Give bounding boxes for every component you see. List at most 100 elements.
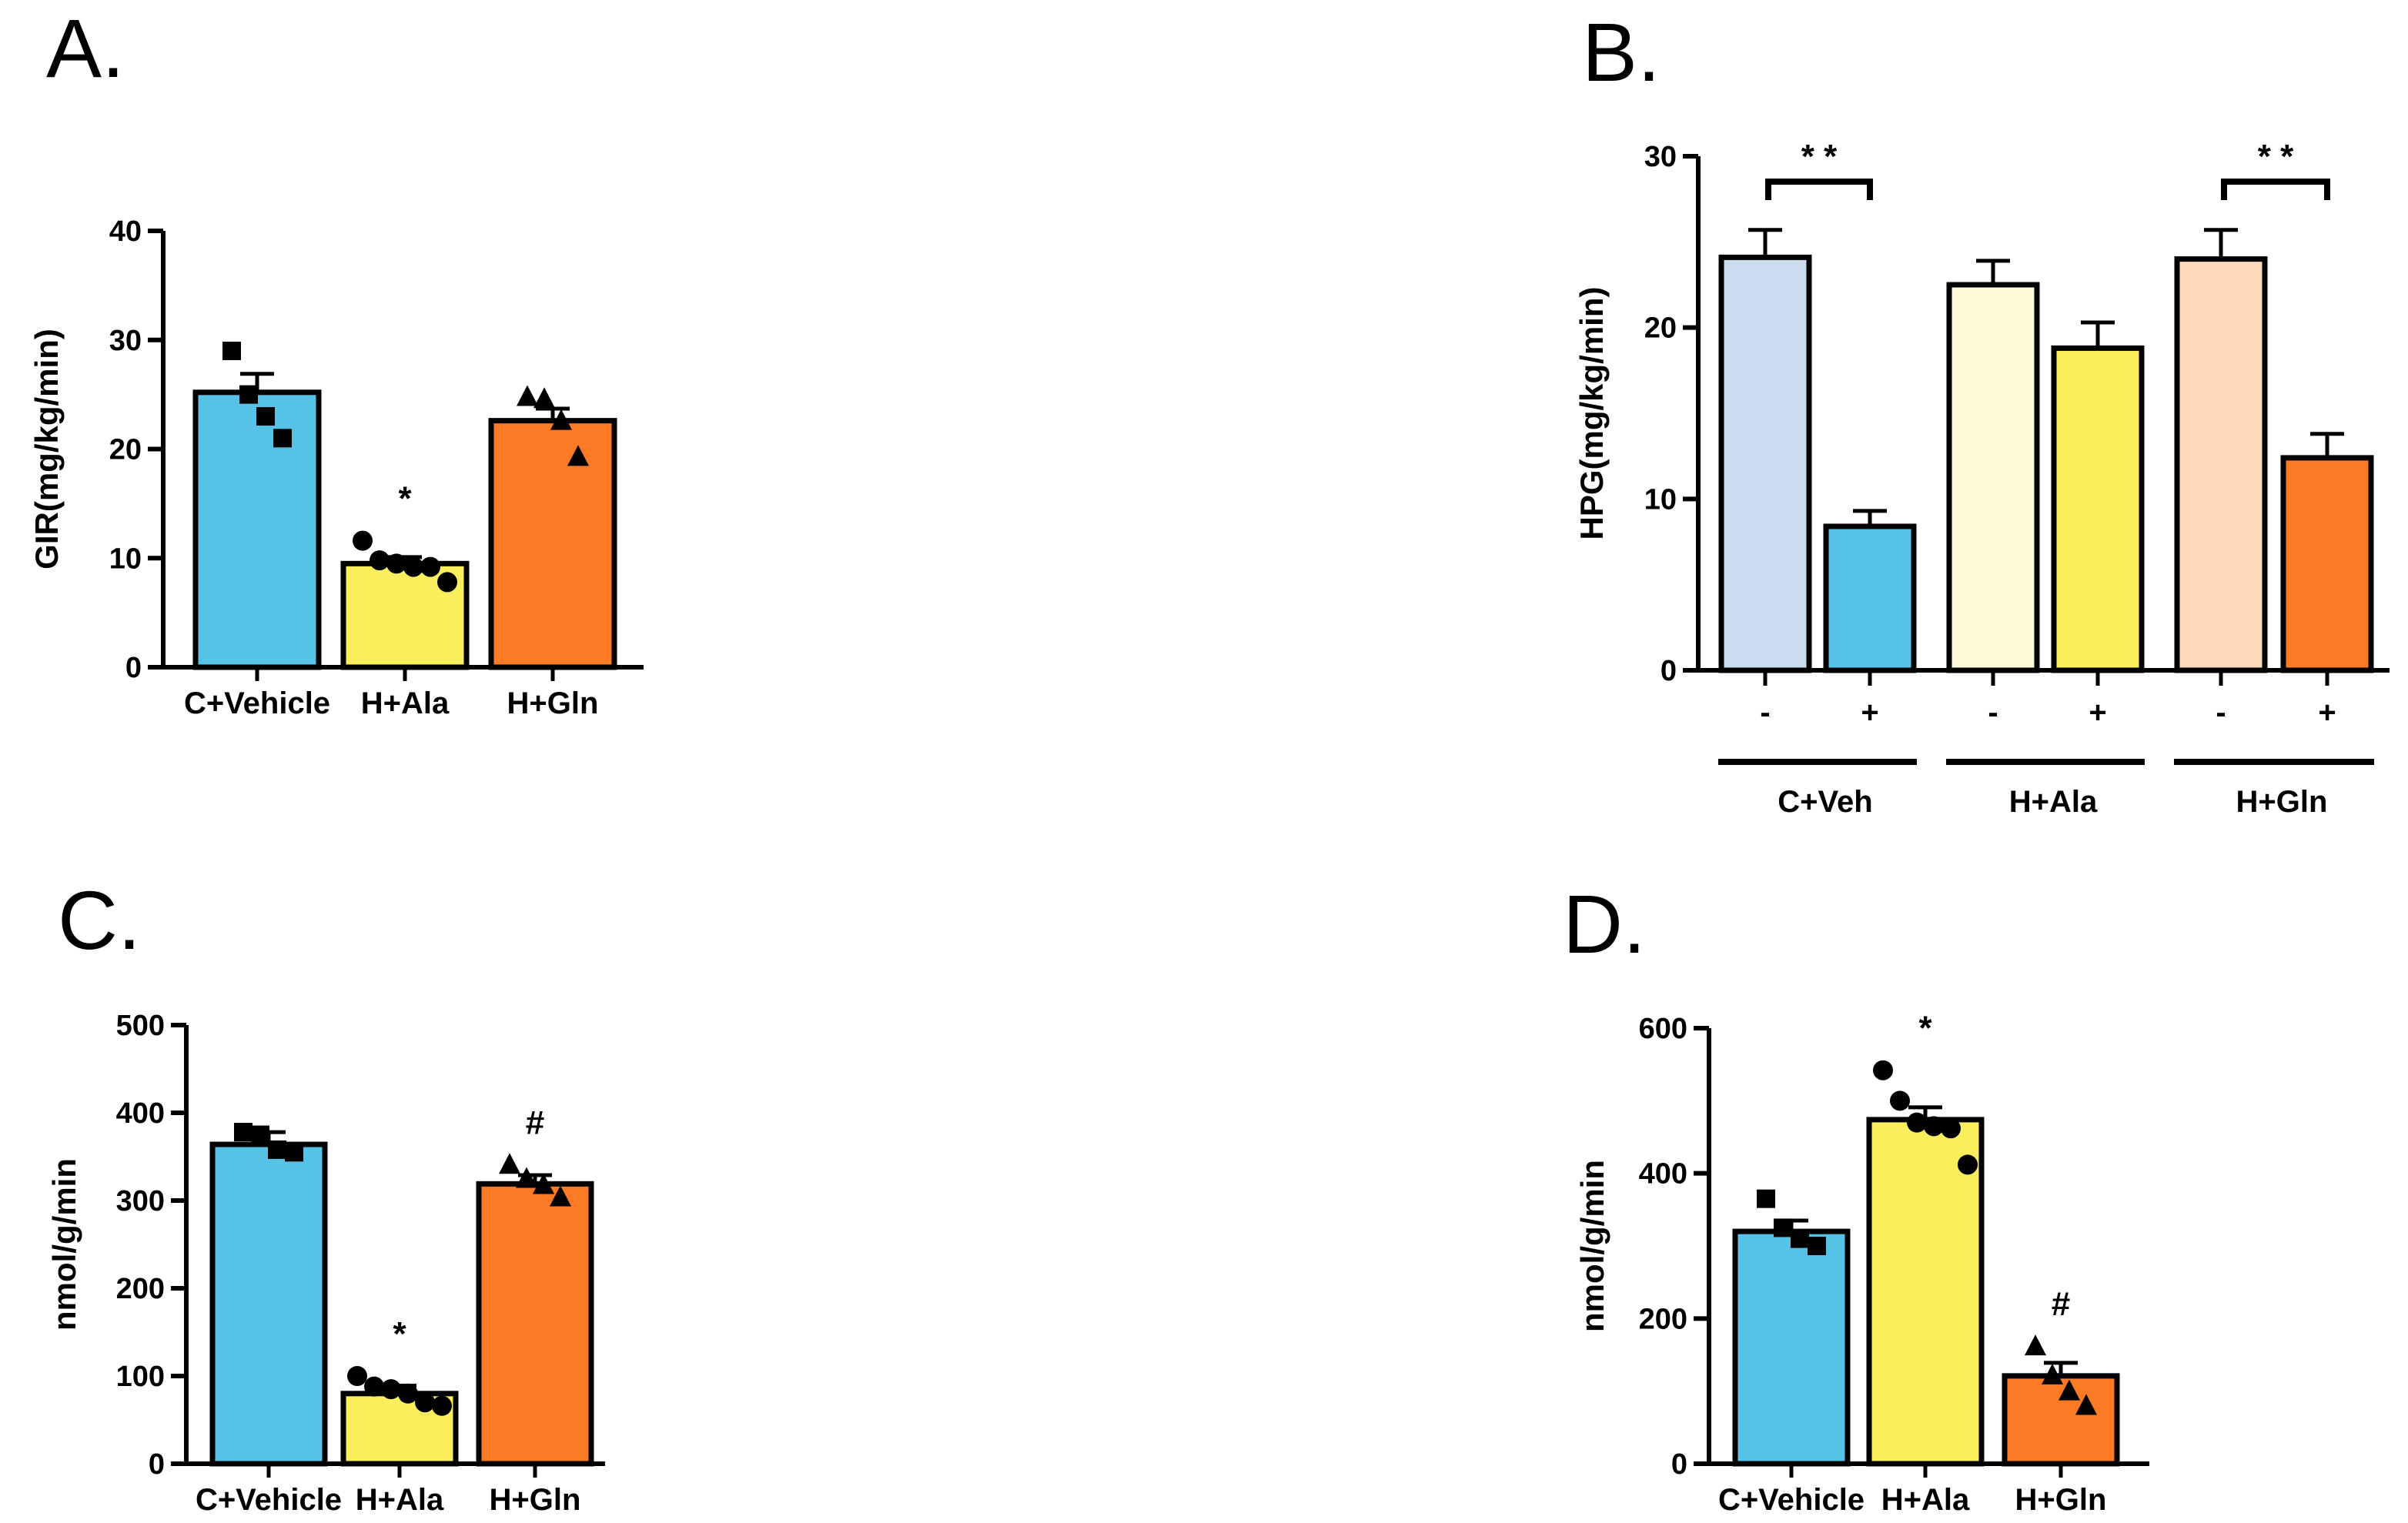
data-point: [2042, 1363, 2063, 1384]
group-label: H+Gln: [2236, 785, 2328, 819]
bar: [2002, 1373, 2120, 1467]
data-point: [499, 1153, 520, 1174]
data-point: [567, 445, 589, 466]
x-category-label: C+Vehicle: [184, 686, 330, 720]
bar: [192, 389, 322, 670]
panel-label: D.: [1563, 877, 1646, 970]
data-point: [353, 530, 373, 551]
y-tick-label: 30: [109, 325, 142, 357]
x-category-label: H+Gln: [507, 686, 599, 720]
data-point: [273, 429, 292, 448]
data-point: [347, 1366, 367, 1386]
y-tick-label: 100: [116, 1361, 165, 1393]
y-axis-title: GIR(mg/kg/min): [28, 329, 65, 569]
y-tick-label: 30: [1644, 141, 1677, 173]
data-point: [2025, 1334, 2046, 1356]
y-tick-label: 200: [116, 1273, 165, 1305]
significance-mark: * *: [1801, 138, 1838, 175]
significance-mark: *: [393, 1315, 406, 1353]
data-point: [222, 341, 241, 360]
data-point: [1907, 1112, 1927, 1133]
data-point: [1890, 1090, 1910, 1111]
significance-mark: #: [526, 1104, 544, 1141]
significance-mark: *: [398, 480, 412, 518]
data-point: [420, 556, 440, 577]
data-point: [533, 387, 555, 409]
data-point: [386, 553, 406, 574]
data-point: [403, 556, 423, 577]
data-point: [234, 1123, 253, 1142]
data-point: [285, 1143, 303, 1162]
data-point: [1941, 1118, 1961, 1139]
bar: [209, 1141, 328, 1467]
data-point: [256, 406, 275, 426]
y-tick-label: 500: [116, 1010, 165, 1042]
significance-mark: #: [2052, 1285, 2070, 1323]
data-point: [1757, 1189, 1775, 1208]
x-category-label: H+Ala: [1881, 1483, 1970, 1517]
data-point: [432, 1395, 452, 1416]
y-axis-title: HPG(mg/kg/min): [1574, 286, 1610, 539]
panel-b: B. HPG(mg/kg/min) 0 10 20 30 - + - + - + C+Veh H+Ala H…: [1574, 5, 2390, 819]
x-category-label: H+Gln: [2015, 1483, 2107, 1517]
x-category-label: C+Vehicle: [1718, 1483, 1865, 1517]
y-tick-label: 400: [1639, 1158, 1687, 1191]
bar: [488, 418, 617, 670]
data-point: [1808, 1237, 1826, 1255]
bar: [1718, 254, 1812, 673]
y-tick-label: 40: [109, 215, 142, 248]
data-point: [381, 1379, 401, 1400]
panel-d: D. nmol/g/min * #0 200 400 600 C+Vehicle H+Ala H+…: [1563, 877, 2149, 1517]
data-point: [415, 1392, 435, 1413]
y-tick-label: 10: [1644, 483, 1677, 516]
x-category-label: H+Ala: [356, 1483, 444, 1517]
significance-mark: * *: [2258, 138, 2294, 175]
data-point: [370, 550, 390, 571]
group-label: C+Veh: [1778, 785, 1872, 819]
data-point: [268, 1140, 286, 1159]
y-tick-label: 20: [109, 434, 142, 466]
bar: [1732, 1228, 1851, 1467]
data-point: [437, 572, 457, 593]
data-point: [2075, 1394, 2097, 1415]
y-tick-label: 600: [1639, 1013, 1687, 1045]
data-point: [517, 385, 538, 406]
treatment-label: -: [1760, 696, 1770, 730]
data-point: [1791, 1229, 1809, 1248]
data-point: [550, 1185, 571, 1207]
data-point: [533, 1173, 554, 1194]
panel-a: A. GIR(mg/kg/min) * 0 10 20 30 40 C+Vehicle H+Ala…: [28, 2, 644, 720]
treatment-label: +: [2318, 696, 2336, 730]
y-tick-label: 20: [1644, 312, 1677, 345]
data-point: [1873, 1060, 1893, 1080]
data-point: [1958, 1154, 1978, 1175]
x-category-label: H+Ala: [361, 686, 450, 720]
data-point: [516, 1167, 537, 1188]
y-tick-label: 0: [1661, 655, 1677, 687]
y-tick-label: 300: [116, 1185, 165, 1217]
bar: [1946, 282, 2040, 673]
panel-label: B.: [1582, 5, 1661, 99]
x-category-label: H+Gln: [490, 1483, 581, 1517]
treatment-label: +: [2089, 696, 2106, 730]
treatment-label: +: [1861, 696, 1878, 730]
data-point: [1774, 1218, 1792, 1237]
y-tick-label: 200: [1639, 1303, 1687, 1335]
data-point: [550, 409, 572, 430]
significance-bracket: [2221, 179, 2330, 200]
bar: [2174, 256, 2268, 673]
y-tick-label: 0: [125, 652, 142, 684]
bar: [476, 1181, 594, 1467]
group-label: H+Ala: [2009, 785, 2098, 819]
panel-label: A.: [46, 2, 125, 95]
data-point: [364, 1376, 384, 1397]
y-tick-label: 400: [116, 1097, 165, 1130]
y-axis-title: nmol/g/min: [1574, 1160, 1610, 1332]
bar: [2280, 455, 2374, 673]
y-axis-title: nmol/g/min: [46, 1158, 82, 1331]
significance-bracket: [1765, 179, 1873, 200]
treatment-label: -: [2216, 696, 2226, 730]
data-point: [398, 1383, 418, 1404]
panel-label: C.: [58, 873, 141, 967]
